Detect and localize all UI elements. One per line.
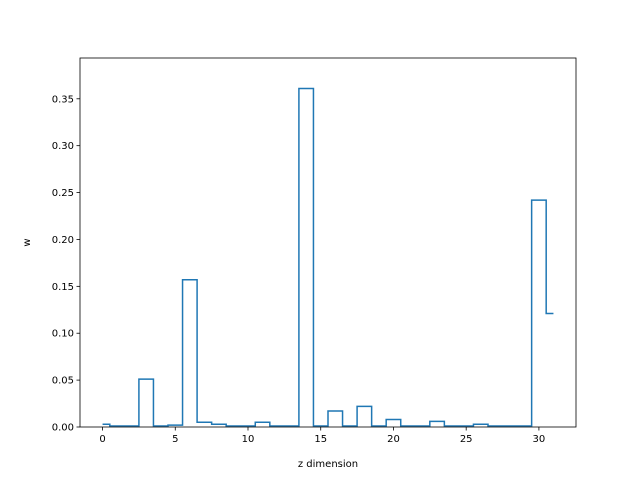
x-tick-label: 15 bbox=[314, 434, 327, 445]
x-tick-label: 20 bbox=[387, 434, 400, 445]
plot-frame bbox=[79, 57, 577, 428]
x-tick-label: 5 bbox=[172, 434, 178, 445]
y-tick-label: 0.10 bbox=[52, 329, 74, 340]
y-tick-label: 0.30 bbox=[52, 141, 74, 152]
y-tick-label: 0.00 bbox=[52, 423, 74, 434]
ticks: 0 5 10 15 20 25 30 0.00 0.05 0.10 0.15 0.20 0.25 0.30… bbox=[52, 94, 546, 445]
y-axis-label: w bbox=[22, 238, 33, 246]
x-tick-label: 25 bbox=[460, 434, 473, 445]
y-tick-label: 0.25 bbox=[52, 188, 74, 199]
x-tick-label: 10 bbox=[242, 434, 255, 445]
plot-area bbox=[80, 58, 576, 427]
y-tick-label: 0.05 bbox=[52, 376, 74, 387]
y-tick-label: 0.20 bbox=[52, 235, 74, 246]
y-tick-label: 0.35 bbox=[52, 94, 74, 105]
x-tick-label: 30 bbox=[533, 434, 546, 445]
x-axis-label: z dimension bbox=[298, 459, 358, 470]
y-tick-label: 0.15 bbox=[52, 282, 74, 293]
x-tick-label: 0 bbox=[99, 434, 105, 445]
series-line bbox=[102, 87, 554, 427]
